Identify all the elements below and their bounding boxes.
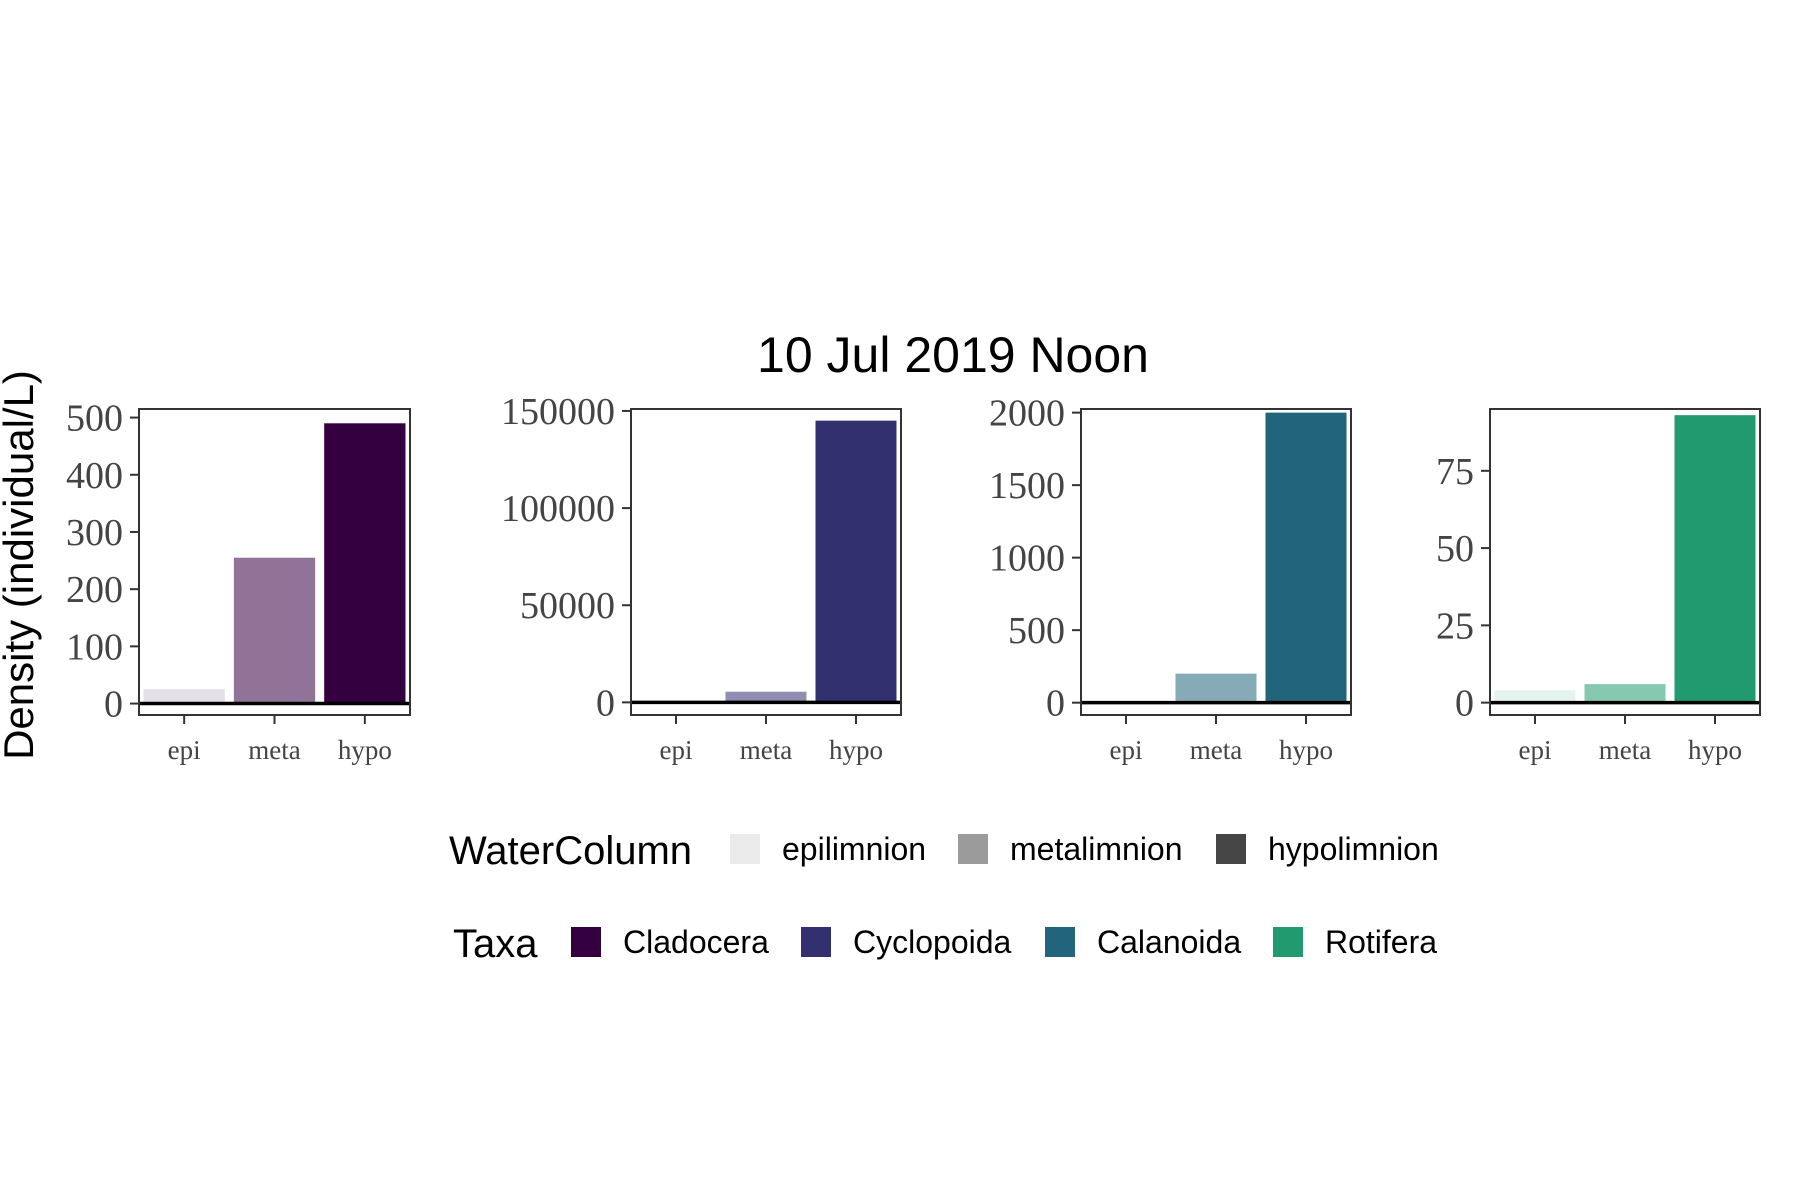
y-tick-label: 2000 [989,393,1065,435]
legend-taxa-title: Taxa [453,922,538,966]
legend-label: Cladocera [623,924,769,960]
legend-label: Cyclopoida [853,924,1012,960]
y-tick-label: 50 [1436,528,1474,570]
bar-hypo [815,420,897,703]
legend-swatch [1045,927,1075,957]
legend-swatch [571,927,601,957]
x-tick-label: hypo [338,735,392,765]
x-tick-label: epi [168,735,201,765]
legend-label: Rotifera [1325,924,1437,960]
bar-meta [725,691,807,703]
legend-label: epilimnion [782,831,926,867]
y-tick-label: 150000 [501,391,615,433]
bar-hypo [324,423,406,704]
legend: WaterColumn epilimnion metalimnion hypolimn… [449,829,1439,966]
panel-rotifera: 0 25 50 75 epi meta hypo [1436,408,1761,765]
y-tick-label: 100000 [501,488,615,530]
y-tick-label: 0 [596,682,615,724]
panel-cladocera: 0 100 200 300 400 500 epi meta hypo [66,398,411,765]
legend-label: Calanoida [1097,924,1241,960]
y-tick-label: 300 [66,512,123,554]
y-tick-label: 75 [1436,451,1474,493]
x-tick-label: epi [1110,735,1143,765]
y-tick-label: 1000 [989,538,1065,580]
bar-meta [1175,673,1257,703]
x-tick-label: hypo [829,735,883,765]
x-tick-label: hypo [1279,735,1333,765]
y-axis-label: Density (individual/L) [0,370,42,760]
legend-label: metalimnion [1010,831,1183,867]
y-tick-label: 25 [1436,605,1474,647]
legend-swatch [730,834,760,864]
bar-epi [143,689,225,704]
legend-label: hypolimnion [1268,831,1439,867]
bar-hypo [1674,415,1756,703]
panel-cyclopoida: 0 50000 100000 150000 epi meta hypo [501,391,902,765]
x-tick-label: meta [1599,735,1651,765]
legend-swatch [801,927,831,957]
y-tick-label: 50000 [520,585,615,627]
y-tick-label: 500 [1008,610,1065,652]
legend-watercolumn: WaterColumn epilimnion metalimnion hypolimn… [449,829,1439,873]
bar-meta [233,557,316,704]
bar-hypo [1265,412,1347,703]
x-tick-label: hypo [1688,735,1742,765]
legend-taxa: Taxa Cladocera Cyclopoida Calanoida Rotifera [453,922,1437,966]
legend-watercolumn-title: WaterColumn [449,829,692,873]
y-tick-label: 500 [66,398,123,440]
y-tick-label: 0 [1046,683,1065,725]
x-tick-label: epi [1519,735,1552,765]
chart-title: 10 Jul 2019 Noon [757,327,1149,383]
x-tick-label: meta [248,735,300,765]
legend-swatch [958,834,988,864]
x-tick-label: meta [1190,735,1242,765]
x-tick-label: epi [660,735,693,765]
y-tick-label: 1500 [989,465,1065,507]
legend-swatch [1216,834,1246,864]
y-tick-label: 400 [66,455,123,497]
y-tick-label: 0 [1455,683,1474,725]
bar-meta [1584,684,1666,703]
y-tick-label: 100 [66,626,123,668]
legend-swatch [1273,927,1303,957]
panel-calanoida: 0 500 1000 1500 2000 epi meta hypo [989,393,1352,765]
x-tick-label: meta [740,735,792,765]
bar-epi [1494,690,1576,703]
y-tick-label: 200 [66,569,123,611]
y-tick-label: 0 [104,684,123,726]
